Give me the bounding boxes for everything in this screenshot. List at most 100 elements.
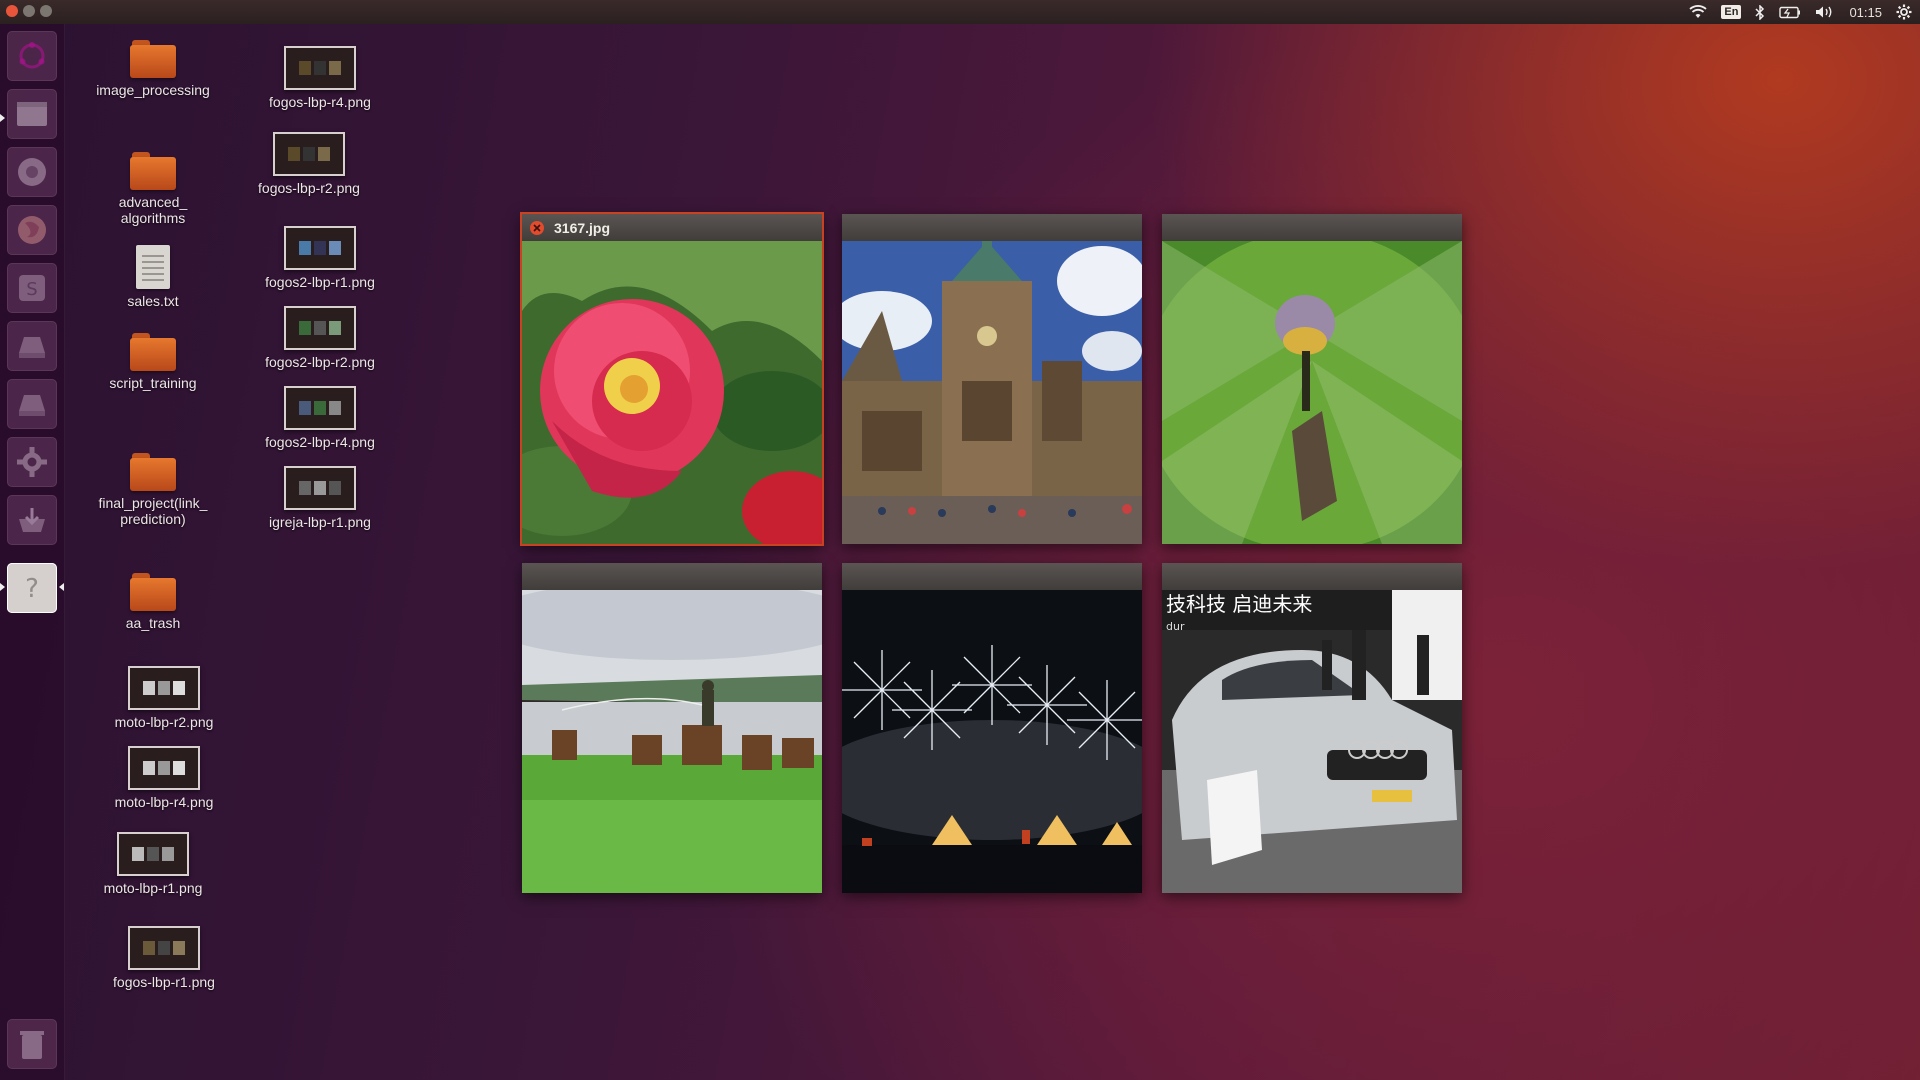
desktop-icon-image[interactable]: moto-lbp-r4.png [89,746,239,810]
keyboard-language-indicator[interactable]: En [1721,5,1742,19]
car-banner-text: 技科技 启迪未来 [1166,592,1312,616]
drive2-launcher-icon[interactable] [7,379,57,429]
photo-silver-car-at-auto-show: 技科技 启迪未来 dur [1162,590,1462,893]
window-image-viewer-dragonfly[interactable] [1162,214,1462,544]
image-thumbnail [117,832,189,876]
image-thumbnail [284,226,356,270]
running-indicator [0,114,5,122]
desktop-icon-label: fogos2-lbp-r4.png [265,434,375,450]
volume-icon[interactable] [1815,5,1835,19]
desktop-icon-folder[interactable]: advanced_ algorithms [78,152,228,226]
software-updater-launcher-icon[interactable] [7,495,57,545]
folder-icon [130,333,176,371]
close-window-button[interactable] [6,5,18,17]
desktop-icon-label: fogos2-lbp-r1.png [265,274,375,290]
minimize-window-button[interactable] [23,5,35,17]
active-window-indicator [59,583,64,591]
photo-gothic-cathedral [842,241,1142,544]
desktop-icon-image[interactable]: moto-lbp-r2.png [89,666,239,730]
sublime-launcher-icon[interactable]: S [7,263,57,313]
desktop-icon-label: script_training [109,375,197,391]
desktop-icon-label: moto-lbp-r1.png [103,880,203,896]
indicator-area: En 01:15 [1689,0,1912,24]
window-image-viewer-horses[interactable] [522,563,822,893]
desktop-icon-label: image_processing [96,82,210,98]
window-image-viewer-flower[interactable]: 3167.jpg [522,214,822,544]
desktop-icon-folder[interactable]: final_project(link_ prediction) [78,453,228,527]
image-thumbnail [128,926,200,970]
image-thumbnail [284,306,356,350]
window-titlebar[interactable] [842,214,1142,241]
desktop-icon-image[interactable]: fogos2-lbp-r1.png [245,226,395,290]
window-image-viewer-fireworks[interactable] [842,563,1142,893]
image-thumbnail [284,466,356,510]
desktop-icon-label: sales.txt [127,293,179,309]
desktop-icon-folder[interactable]: aa_trash [78,573,228,631]
desktop-icon-label: final_project(link_ prediction) [98,495,208,527]
desktop-icon-image[interactable]: fogos-lbp-r2.png [234,132,384,196]
desktop-icon-image[interactable]: moto-lbp-r1.png [78,832,228,896]
desktop-icon-label: moto-lbp-r2.png [114,714,214,730]
window-titlebar[interactable] [1162,563,1462,590]
image-thumbnail [284,386,356,430]
desktop-icon-image[interactable]: fogos2-lbp-r2.png [245,306,395,370]
dash-home-button[interactable] [7,31,57,81]
help-launcher-icon[interactable]: ? [7,563,57,613]
photo-fireworks-over-harbor [842,590,1142,893]
desktop-icon-label: fogos2-lbp-r2.png [265,354,375,370]
firefox-launcher-icon[interactable] [7,205,57,255]
files-launcher-icon[interactable] [7,89,57,139]
desktop-icon-image[interactable]: fogos2-lbp-r4.png [245,386,395,450]
window-image-viewer-cathedral[interactable] [842,214,1142,544]
window-titlebar[interactable] [1162,214,1462,241]
image-thumbnail [273,132,345,176]
window-titlebar[interactable] [522,563,822,590]
desktop-icon-label: fogos-lbp-r4.png [269,94,371,110]
desktop-icon-label: igreja-lbp-r1.png [269,514,371,530]
wifi-icon[interactable] [1689,5,1707,19]
drive-launcher-icon[interactable] [7,321,57,371]
close-window-button[interactable] [530,220,544,235]
window-controls [6,5,52,17]
desktop-icon-label: aa_trash [125,615,181,631]
desktop-icon-folder[interactable]: script_training [78,333,228,391]
bluetooth-icon[interactable] [1755,4,1765,20]
text-file-icon [136,245,170,289]
chrome-launcher-icon[interactable] [7,147,57,197]
running-indicator [0,583,5,591]
desktop-icon-image[interactable]: fogos-lbp-r1.png [89,926,239,990]
desktop-icon-image[interactable]: igreja-lbp-r1.png [245,466,395,530]
system-settings-launcher-icon[interactable] [7,437,57,487]
gear-icon[interactable] [1896,4,1912,20]
folder-icon [130,152,176,190]
folder-icon [130,573,176,611]
folder-icon [130,40,176,78]
window-titlebar[interactable] [842,563,1142,590]
car-banner-sub: dur [1166,620,1185,633]
photo-dragonfly [1162,241,1462,544]
svg-text:S: S [26,279,37,300]
launcher: S ? [0,24,65,1080]
image-thumbnail [284,46,356,90]
window-title: 3167.jpg [554,219,611,236]
photo-camellia-flower [522,241,822,544]
window-image-viewer-car[interactable]: 技科技 启迪未来 dur [1162,563,1462,893]
desktop-icon-file[interactable]: sales.txt [78,245,228,309]
trash-launcher-icon[interactable] [7,1019,57,1069]
image-thumbnail [128,746,200,790]
desktop-icon-image[interactable]: fogos-lbp-r4.png [245,46,395,110]
image-thumbnail [128,666,200,710]
desktop-icon-label: advanced_ algorithms [118,194,188,226]
clock[interactable]: 01:15 [1849,4,1882,20]
folder-icon [130,453,176,491]
desktop-icon-label: fogos-lbp-r1.png [113,974,215,990]
window-titlebar[interactable]: 3167.jpg [522,214,822,241]
maximize-window-button[interactable] [40,5,52,17]
desktop-icon-label: fogos-lbp-r2.png [258,180,360,196]
svg-text:?: ? [25,574,39,604]
top-panel: En 01:15 [0,0,1920,24]
photo-horses-on-grassland [522,590,822,893]
battery-icon[interactable] [1779,6,1801,19]
desktop-icon-label: moto-lbp-r4.png [114,794,214,810]
desktop-icon-folder[interactable]: image_processing [78,40,228,98]
